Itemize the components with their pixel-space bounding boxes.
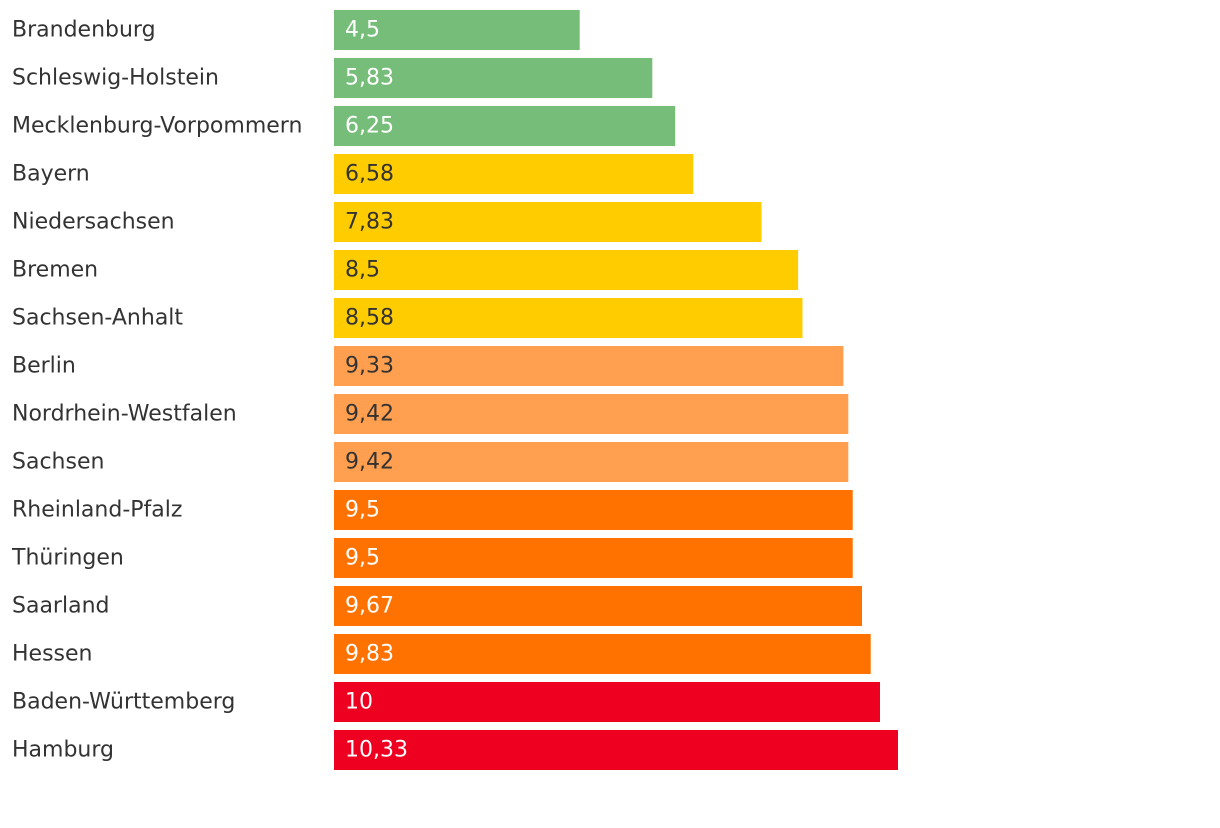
bar: [334, 394, 849, 434]
bar: [334, 106, 676, 146]
category-label: Berlin: [12, 354, 76, 379]
category-label: Schleswig-Holstein: [12, 66, 219, 91]
value-label: 9,83: [345, 642, 394, 667]
category-label: Saarland: [12, 594, 109, 619]
value-label: 6,25: [345, 114, 394, 139]
category-label: Sachsen: [12, 450, 104, 475]
value-label: 9,5: [345, 498, 380, 523]
bar: [334, 730, 898, 770]
bar: [334, 346, 844, 386]
bar: [334, 298, 803, 338]
value-label: 8,58: [345, 306, 394, 331]
bar: [334, 634, 871, 674]
value-label: 4,5: [345, 18, 380, 43]
category-label: Mecklenburg-Vorpommern: [12, 114, 302, 139]
value-label: 5,83: [345, 66, 394, 91]
bar: [334, 202, 762, 242]
category-label: Brandenburg: [12, 18, 156, 43]
bar: [334, 682, 880, 722]
category-label: Bayern: [12, 162, 90, 187]
category-label: Sachsen-Anhalt: [12, 306, 183, 331]
category-labels: Brandenburg Schleswig-Holstein Mecklenburg…: [11, 18, 302, 763]
category-label: Hamburg: [12, 738, 114, 763]
category-label: Bremen: [12, 258, 98, 283]
value-label: 6,58: [345, 162, 394, 187]
value-label: 9,33: [345, 354, 394, 379]
category-label: Thüringen: [11, 546, 124, 571]
bar: [334, 10, 580, 50]
bar: [334, 490, 853, 530]
bar: [334, 442, 849, 482]
bar: [334, 154, 694, 194]
value-label: 7,83: [345, 210, 394, 235]
value-label: 9,67: [345, 594, 394, 619]
value-label: 9,42: [345, 402, 394, 427]
bar: [334, 58, 653, 98]
category-label: Niedersachsen: [12, 210, 175, 235]
category-label: Hessen: [12, 642, 92, 667]
value-label: 9,5: [345, 546, 380, 571]
category-label: Nordrhein-Westfalen: [12, 402, 237, 427]
category-label: Baden-Württemberg: [12, 690, 235, 715]
value-label: 8,5: [345, 258, 380, 283]
bar: [334, 538, 853, 578]
value-label: 9,42: [345, 450, 394, 475]
bars: [334, 10, 898, 770]
value-label: 10,33: [345, 738, 408, 763]
value-labels: 4,5 5,83 6,25 6,58 7,83 8,5 8,58 9,33 9,42 9,42 9,…: [345, 18, 408, 763]
bar: [334, 586, 862, 626]
value-label: 10: [345, 690, 373, 715]
bar: [334, 250, 799, 290]
category-label: Rheinland-Pfalz: [12, 498, 182, 523]
